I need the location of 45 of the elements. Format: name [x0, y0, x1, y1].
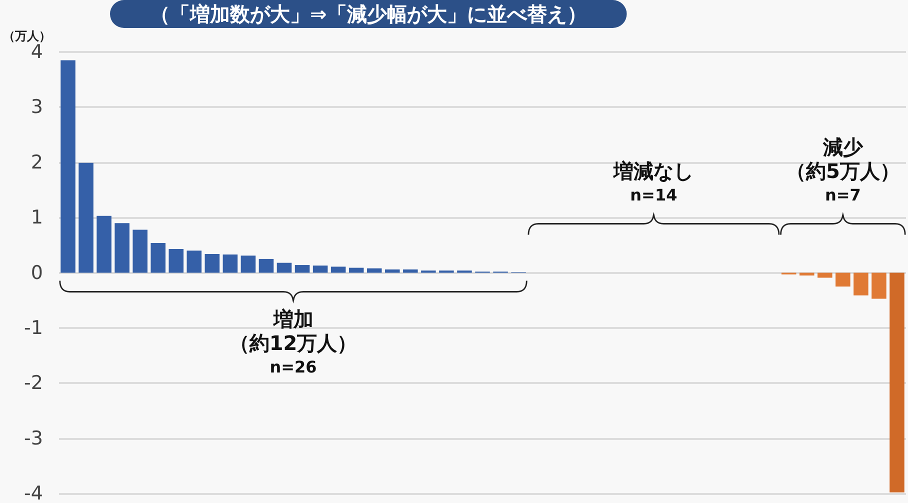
bar: [403, 269, 418, 273]
y-tick-label: 2: [30, 151, 43, 174]
bar: [890, 272, 904, 492]
annotation: （約12万人）: [229, 330, 358, 355]
annotation: （約5万人）: [786, 158, 900, 183]
y-tick-label: 3: [30, 96, 43, 118]
y-tick-label: -2: [24, 372, 43, 394]
annotation: n=26: [270, 357, 317, 376]
annotation: 増減なし: [612, 158, 694, 183]
bar: [348, 268, 364, 273]
bar: [385, 269, 400, 273]
bar: [799, 272, 814, 276]
bar: [854, 272, 868, 296]
bar: [204, 254, 220, 273]
annotation: 減少: [822, 134, 864, 159]
bar: [150, 242, 166, 273]
bar: [222, 254, 238, 273]
bar: [294, 265, 310, 273]
bar: [836, 272, 850, 287]
y-tick-label: -1: [24, 316, 43, 339]
bar: [366, 268, 382, 273]
bar: [60, 60, 76, 273]
y-tick-label: -4: [24, 482, 43, 503]
bar: [168, 249, 184, 273]
bar: [330, 266, 346, 273]
bar: [312, 266, 328, 273]
bar: [276, 262, 292, 273]
bar: [96, 216, 112, 273]
bar: [872, 272, 886, 299]
bar: [186, 250, 202, 273]
bar: [240, 256, 256, 273]
annotation: n=7: [824, 185, 861, 204]
annotation: 増加: [272, 306, 314, 331]
y-axis-title: （万人）: [3, 29, 51, 43]
y-tick-label: -3: [24, 427, 43, 450]
bar: [818, 272, 832, 278]
y-tick-label: 1: [30, 206, 43, 229]
bar: [78, 162, 94, 273]
y-tick-label: 0: [30, 262, 43, 284]
bar: [258, 258, 274, 273]
bar: [114, 223, 130, 273]
bar: [132, 230, 148, 273]
y-tick-label: 4: [30, 41, 43, 63]
chart-title: （「増加数が大」⇒「減少幅が大」に並べ替え）: [150, 2, 587, 26]
annotation: n=14: [630, 185, 678, 204]
